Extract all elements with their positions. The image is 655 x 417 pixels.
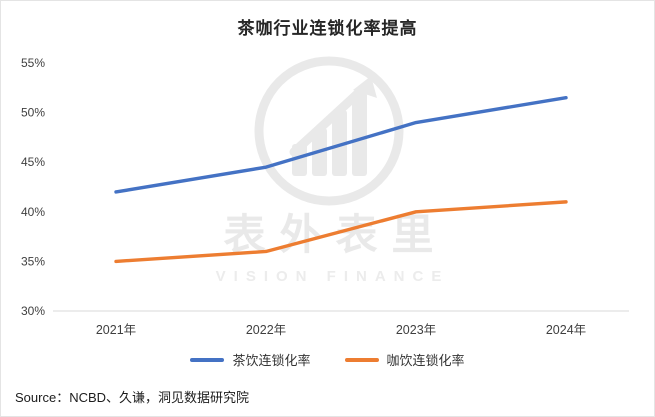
x-tick-label: 2022年 — [246, 323, 286, 337]
x-tick-label: 2024年 — [546, 323, 586, 337]
legend-item-tea: 茶饮连锁化率 — [190, 350, 311, 369]
legend-label-tea: 茶饮连锁化率 — [232, 353, 311, 368]
legend-line-coffee-icon — [344, 357, 379, 362]
series-line-茶饮连锁化率 — [114, 96, 568, 194]
legend-item-coffee: 咖饮连锁化率 — [344, 350, 465, 369]
source-text: Source：NCBD、久谦，洞见数据研究院 — [15, 390, 250, 405]
x-tick-label: 2021年 — [96, 323, 136, 337]
y-tick-label: 45% — [21, 155, 45, 169]
legend-label-coffee: 咖饮连锁化率 — [386, 353, 465, 368]
y-tick-label: 55% — [21, 56, 45, 70]
y-tick-label: 30% — [21, 304, 45, 318]
y-tick-label: 40% — [21, 205, 45, 219]
watermark-subtitle: VISION FINANCE — [215, 268, 450, 286]
legend-line-tea-icon — [190, 357, 225, 362]
chart-legend: 茶饮连锁化率 咖饮连锁化率 — [1, 350, 654, 369]
watermark-logo-icon — [254, 56, 403, 206]
chart-svg: 30% 35% 40% 45% 50% 55% 2021年 2022年 2023年 2024年 — [21, 56, 629, 337]
series-line-咖饮连锁化率 — [114, 200, 568, 264]
y-tick-label: 35% — [21, 254, 45, 268]
x-tick-label: 2023年 — [396, 323, 436, 337]
y-tick-label: 50% — [21, 106, 45, 120]
chart-area: 表外表里 VISION FINANCE 30% 35% 40% 45% 50% 55% 20… — [1, 46, 654, 346]
watermark: 表外表里 VISION FINANCE — [169, 52, 489, 285]
chart-title: 茶咖行业连锁化率提高 — [237, 19, 418, 38]
